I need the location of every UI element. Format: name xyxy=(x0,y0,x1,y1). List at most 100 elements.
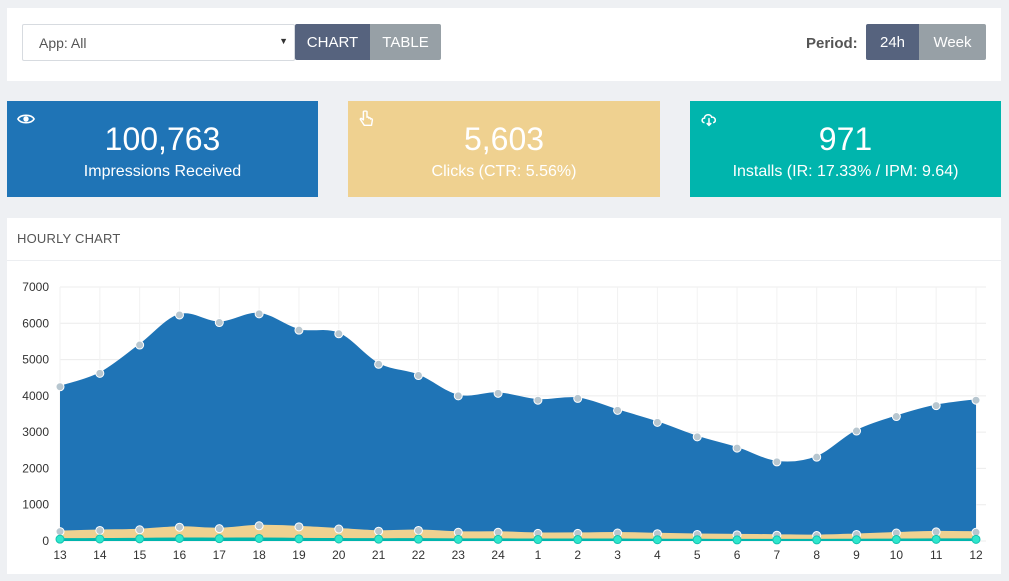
clicks-point xyxy=(135,525,145,535)
installs-point xyxy=(254,533,264,543)
caret-down-icon: ▼ xyxy=(279,36,288,46)
x-tick-label: 14 xyxy=(93,548,107,562)
installs-point xyxy=(374,534,384,544)
x-tick-label: 24 xyxy=(491,548,505,562)
clicks-stat-card: 5,603 Clicks (CTR: 5.56%) xyxy=(348,101,660,197)
installs-point xyxy=(174,533,184,543)
chart-title: HOURLY CHART xyxy=(17,231,121,246)
x-tick-label: 4 xyxy=(654,548,661,562)
impressions-point xyxy=(573,393,583,403)
clicks-point xyxy=(931,527,941,537)
x-tick-label: 22 xyxy=(412,548,426,562)
impressions-point xyxy=(174,310,184,320)
y-tick-label: 6000 xyxy=(22,316,49,330)
installs-point xyxy=(573,535,583,545)
eye-icon xyxy=(17,114,35,124)
installs-stat-card: 971 Installs (IR: 17.33% / IPM: 9.64) xyxy=(690,101,1001,197)
installs-point xyxy=(732,535,742,545)
x-tick-label: 23 xyxy=(452,548,466,562)
x-tick-label: 10 xyxy=(890,548,904,562)
installs-point xyxy=(652,535,662,545)
hourly-chart-panel: HOURLY CHART 0 1000 2000 3000 4000 5000 6000 70… xyxy=(7,218,1001,574)
impressions-point xyxy=(135,340,145,350)
installs-point xyxy=(214,534,224,544)
impressions-area xyxy=(60,313,976,541)
installs-point xyxy=(135,534,145,544)
clicks-point xyxy=(413,525,423,535)
y-tick-label: 3000 xyxy=(22,425,49,439)
y-tick-label: 1000 xyxy=(22,498,49,512)
impressions-point xyxy=(772,457,782,467)
impressions-point xyxy=(533,395,543,405)
period-week-button[interactable]: Week xyxy=(919,24,986,60)
impressions-point xyxy=(652,417,662,427)
chart-view-button[interactable]: CHART xyxy=(295,24,370,60)
period-label: Period: xyxy=(806,35,858,52)
y-tick-label: 4000 xyxy=(22,389,49,403)
x-tick-label: 12 xyxy=(969,548,983,562)
installs-point xyxy=(931,534,941,544)
installs-point xyxy=(971,534,981,544)
impressions-point xyxy=(692,432,702,442)
y-tick-label: 5000 xyxy=(22,353,49,367)
clicks-point xyxy=(294,522,304,532)
installs-point xyxy=(95,534,105,544)
x-tick-label: 16 xyxy=(173,548,187,562)
y-tick-label: 0 xyxy=(42,534,49,548)
installs-point xyxy=(533,535,543,545)
x-tick-label: 13 xyxy=(53,548,67,562)
clicks-point xyxy=(374,526,384,536)
impressions-stat-card: 100,763 Impressions Received xyxy=(7,101,318,197)
impressions-point xyxy=(214,318,224,328)
table-view-button[interactable]: TABLE xyxy=(370,24,441,60)
x-tick-label: 15 xyxy=(133,548,147,562)
chart-divider xyxy=(7,260,1001,261)
x-tick-label: 19 xyxy=(292,548,306,562)
impressions-point xyxy=(453,391,463,401)
impressions-point xyxy=(812,452,822,462)
period-toggle: 24h Week xyxy=(866,24,986,60)
installs-point xyxy=(334,534,344,544)
installs-point xyxy=(413,534,423,544)
impressions-point xyxy=(613,405,623,415)
impressions-point xyxy=(931,401,941,411)
impressions-label: Impressions Received xyxy=(83,163,242,180)
installs-point xyxy=(493,534,503,544)
installs-point xyxy=(772,535,782,545)
installs-value: 971 xyxy=(818,121,873,157)
filter-bar: App: All ▼ CHART TABLE Period: 24h Week xyxy=(7,8,1001,81)
impressions-point xyxy=(95,368,105,378)
x-tick-label: 17 xyxy=(213,548,227,562)
installs-point xyxy=(891,535,901,545)
period-24h-button[interactable]: 24h xyxy=(866,24,919,60)
impressions-point xyxy=(493,388,503,398)
view-toggle: CHART TABLE xyxy=(295,24,441,60)
x-tick-label: 5 xyxy=(694,548,701,562)
installs-point xyxy=(55,534,65,544)
clicks-point xyxy=(254,521,264,531)
x-tick-label: 20 xyxy=(332,548,346,562)
installs-point xyxy=(852,535,862,545)
x-tick-label: 9 xyxy=(853,548,860,562)
y-tick-label: 2000 xyxy=(22,461,49,475)
x-tick-label: 21 xyxy=(372,548,386,562)
x-tick-label: 3 xyxy=(614,548,621,562)
installs-label: Installs (IR: 17.33% / IPM: 9.64) xyxy=(732,163,959,180)
impressions-point xyxy=(852,426,862,436)
impressions-point xyxy=(971,395,981,405)
x-tick-label: 11 xyxy=(930,548,943,562)
app-select-dropdown[interactable]: App: All ▼ xyxy=(22,24,295,61)
clicks-point xyxy=(174,522,184,532)
x-tick-label: 1 xyxy=(535,548,542,562)
installs-point xyxy=(692,535,702,545)
impressions-point xyxy=(294,325,304,335)
installs-point xyxy=(294,534,304,544)
impressions-point xyxy=(413,371,423,381)
clicks-point xyxy=(95,525,105,535)
clicks-label: Clicks (CTR: 5.56%) xyxy=(431,163,577,180)
x-tick-label: 7 xyxy=(774,548,781,562)
x-tick-label: 8 xyxy=(813,548,820,562)
impressions-point xyxy=(334,329,344,339)
impressions-point xyxy=(254,309,264,319)
